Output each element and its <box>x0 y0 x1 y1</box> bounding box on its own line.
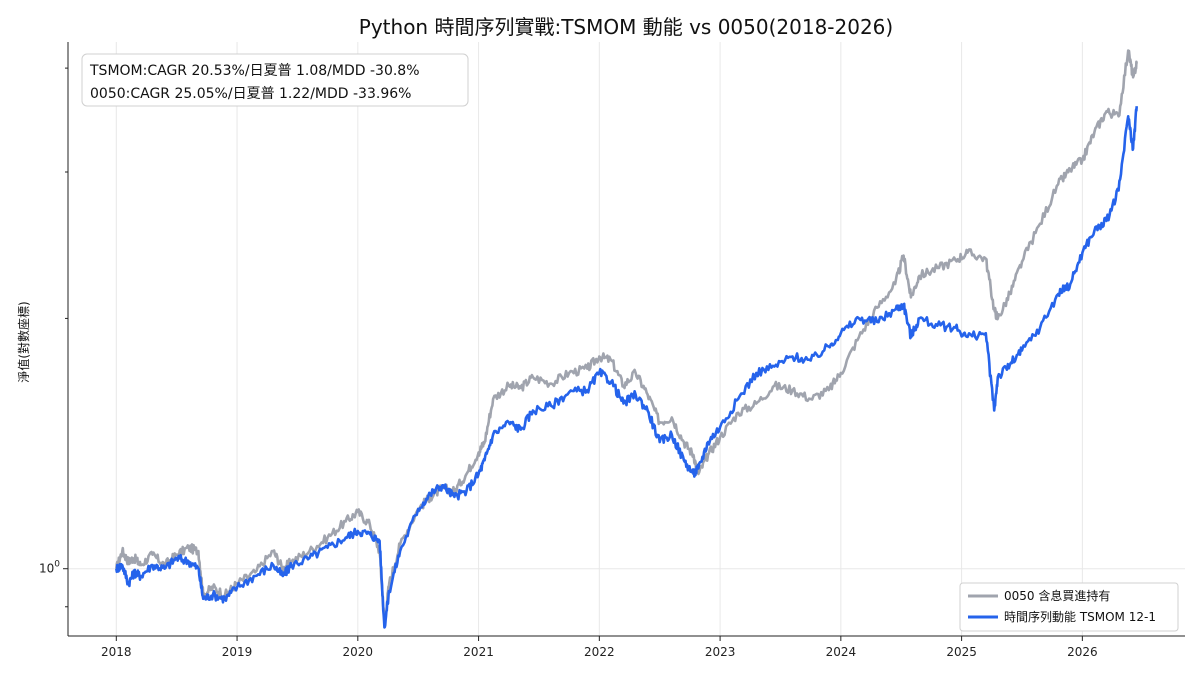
x-tick-label: 2025 <box>946 645 977 659</box>
stats-box-frame <box>81 53 469 107</box>
y-axis-label: 淨值(對數座標) <box>16 301 31 382</box>
series-line-tsmom <box>115 106 1138 629</box>
x-tick-label: 2024 <box>826 645 857 659</box>
legend: 0050 含息買進持有 時間序列動能 TSMOM 12-1 <box>959 582 1179 632</box>
x-tick-label: 2018 <box>101 645 132 659</box>
x-tick-label: 2022 <box>584 645 615 659</box>
x-tick-label: 2026 <box>1067 645 1098 659</box>
legend-label-0050: 0050 含息買進持有 <box>1004 588 1110 603</box>
stats-box: TSMOM:CAGR 20.53%/日夏普 1.08/MDD -30.8% 00… <box>81 53 469 107</box>
series-line-0050 <box>115 49 1138 625</box>
legend-label-tsmom: 時間序列動能 TSMOM 12-1 <box>1004 609 1156 624</box>
stats-line-0050: 0050:CAGR 25.05%/日夏普 1.22/MDD -33.96% <box>90 86 411 102</box>
x-tick-label: 2020 <box>343 645 374 659</box>
x-tick-label: 2021 <box>463 645 494 659</box>
y-tick-label: 100 <box>39 560 60 576</box>
series-layer <box>115 49 1138 629</box>
y-axis-ticks: 100 <box>39 67 68 608</box>
x-tick-label: 2023 <box>705 645 736 659</box>
legend-frame <box>959 582 1179 632</box>
x-axis-ticks: 2018 2019 2020 2021 2022 2023 2024 2025 2026 <box>101 636 1098 659</box>
stats-line-tsmom: TSMOM:CAGR 20.53%/日夏普 1.08/MDD -30.8% <box>89 63 420 79</box>
grid-layer <box>68 42 1185 636</box>
chart-title: Python 時間序列實戰:TSMOM 動能 vs 0050(2018-2026… <box>359 15 893 39</box>
x-tick-label: 2019 <box>222 645 253 659</box>
